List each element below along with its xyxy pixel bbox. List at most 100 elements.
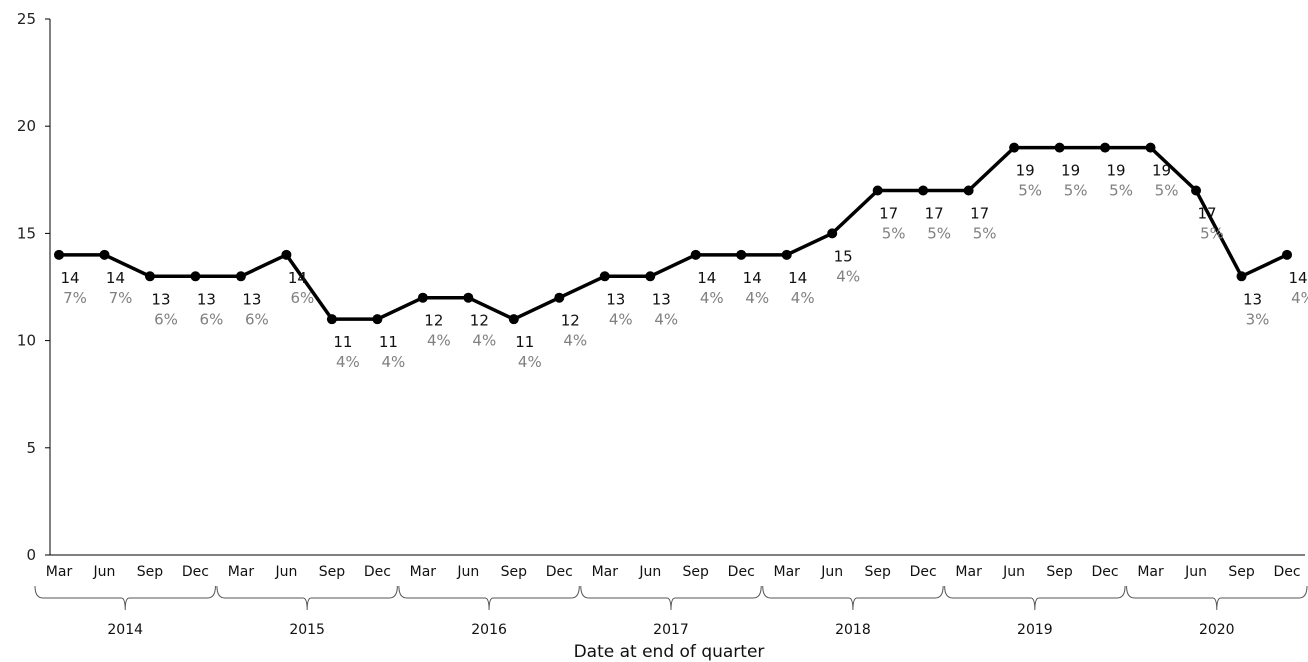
data-point (918, 185, 929, 196)
percent-label: 4% (609, 310, 633, 328)
percent-label: 3% (1246, 310, 1270, 328)
data-point (463, 292, 474, 303)
percent-label: 4% (791, 289, 815, 307)
data-point (1191, 185, 1202, 196)
value-label: 13 (652, 290, 671, 308)
x-tick-label: Sep (501, 564, 528, 580)
value-label: 13 (151, 290, 170, 308)
axes (49, 19, 1305, 556)
value-label: 14 (60, 269, 79, 287)
x-tick-label: Dec (182, 564, 209, 580)
x-tick-label: Dec (364, 564, 391, 580)
data-point (827, 228, 838, 239)
data-labels: 14 7% 14 7% 13 6% 13 6% 13 6% 14 6% 11 4% 11 4% 12 4% 12 4%… (60, 162, 1308, 372)
data-point (144, 271, 155, 282)
x-tick-label: Jun (456, 564, 479, 580)
data-point (99, 249, 110, 260)
percent-label: 6% (291, 289, 315, 307)
y-tick-label: 20 (17, 117, 36, 135)
x-tick-label: Mar (228, 564, 255, 580)
percent-label: 7% (109, 289, 133, 307)
value-label: 14 (1288, 269, 1307, 287)
value-label: 11 (333, 333, 352, 351)
x-tick-label: Dec (1273, 564, 1300, 580)
x-tick-label: Sep (683, 564, 710, 580)
series-line (54, 142, 1292, 325)
y-tick-label: 15 (17, 224, 36, 242)
year-bracket (580, 585, 762, 611)
data-point (372, 314, 383, 325)
percent-label: 4% (381, 353, 405, 371)
value-label: 17 (879, 205, 898, 223)
year-label: 2017 (653, 622, 689, 638)
x-tick-label: Mar (773, 564, 800, 580)
y-tick-label: 5 (26, 439, 36, 457)
data-point (235, 271, 246, 282)
x-tick-label: Jun (1184, 564, 1207, 580)
year-label: 2016 (471, 622, 507, 638)
value-label: 19 (1107, 162, 1126, 180)
percent-label: 5% (1155, 182, 1179, 200)
data-point (599, 271, 610, 282)
value-label: 14 (697, 269, 716, 287)
data-point (645, 271, 656, 282)
value-label: 12 (470, 312, 489, 330)
value-label: 14 (106, 269, 125, 287)
x-tick-label: Sep (137, 564, 164, 580)
value-label: 19 (1016, 162, 1035, 180)
x-tick-label: Sep (319, 564, 346, 580)
value-label: 17 (970, 205, 989, 223)
percent-label: 5% (1200, 225, 1224, 243)
year-bracket (216, 585, 398, 611)
value-label: 15 (834, 247, 853, 265)
x-tick-label: Jun (93, 564, 116, 580)
x-tick-label: Jun (274, 564, 297, 580)
data-point (963, 185, 974, 196)
x-tick-label: Mar (410, 564, 437, 580)
percent-label: 4% (472, 332, 496, 350)
percent-label: 4% (518, 353, 542, 371)
percent-label: 5% (1064, 182, 1088, 200)
percent-label: 5% (927, 225, 951, 243)
value-label: 13 (242, 290, 261, 308)
year-bracket (762, 585, 944, 611)
data-point (1236, 271, 1247, 282)
y-axis-ticks: 0 5 10 15 20 25 (17, 10, 50, 564)
value-label: 17 (925, 205, 944, 223)
year-bracket (34, 585, 216, 611)
value-label: 13 (1243, 290, 1262, 308)
percent-label: 4% (336, 353, 360, 371)
x-tick-label: Dec (1092, 564, 1119, 580)
x-tick-label: Jun (820, 564, 843, 580)
percent-label: 5% (1109, 182, 1133, 200)
x-tick-label: Dec (910, 564, 937, 580)
year-label: 2014 (107, 622, 143, 638)
data-point (736, 249, 747, 260)
x-tick-label: Dec (546, 564, 573, 580)
year-label: 2020 (1199, 622, 1235, 638)
percent-label: 7% (63, 289, 87, 307)
percent-label: 4% (745, 289, 769, 307)
x-axis-ticks: Mar Jun Sep Dec Mar Jun Sep Dec Mar Jun Sep Dec Mar J… (34, 564, 1308, 638)
percent-label: 6% (154, 310, 178, 328)
y-tick-label: 0 (26, 546, 36, 564)
y-tick-label: 10 (17, 332, 36, 350)
data-point (281, 249, 292, 260)
y-tick-label: 25 (17, 10, 36, 28)
percent-label: 4% (563, 332, 587, 350)
data-point (326, 314, 337, 325)
data-point (872, 185, 883, 196)
year-label: 2015 (289, 622, 325, 638)
data-point (1282, 249, 1292, 260)
percent-label: 4% (836, 267, 860, 285)
year-bracket (398, 585, 580, 611)
data-point (1009, 142, 1020, 153)
x-tick-label: Mar (46, 564, 73, 580)
data-point (417, 292, 428, 303)
percent-label: 6% (245, 310, 269, 328)
value-label: 13 (197, 290, 216, 308)
x-tick-label: Mar (1137, 564, 1164, 580)
percent-label: 5% (882, 225, 906, 243)
value-label: 14 (788, 269, 807, 287)
